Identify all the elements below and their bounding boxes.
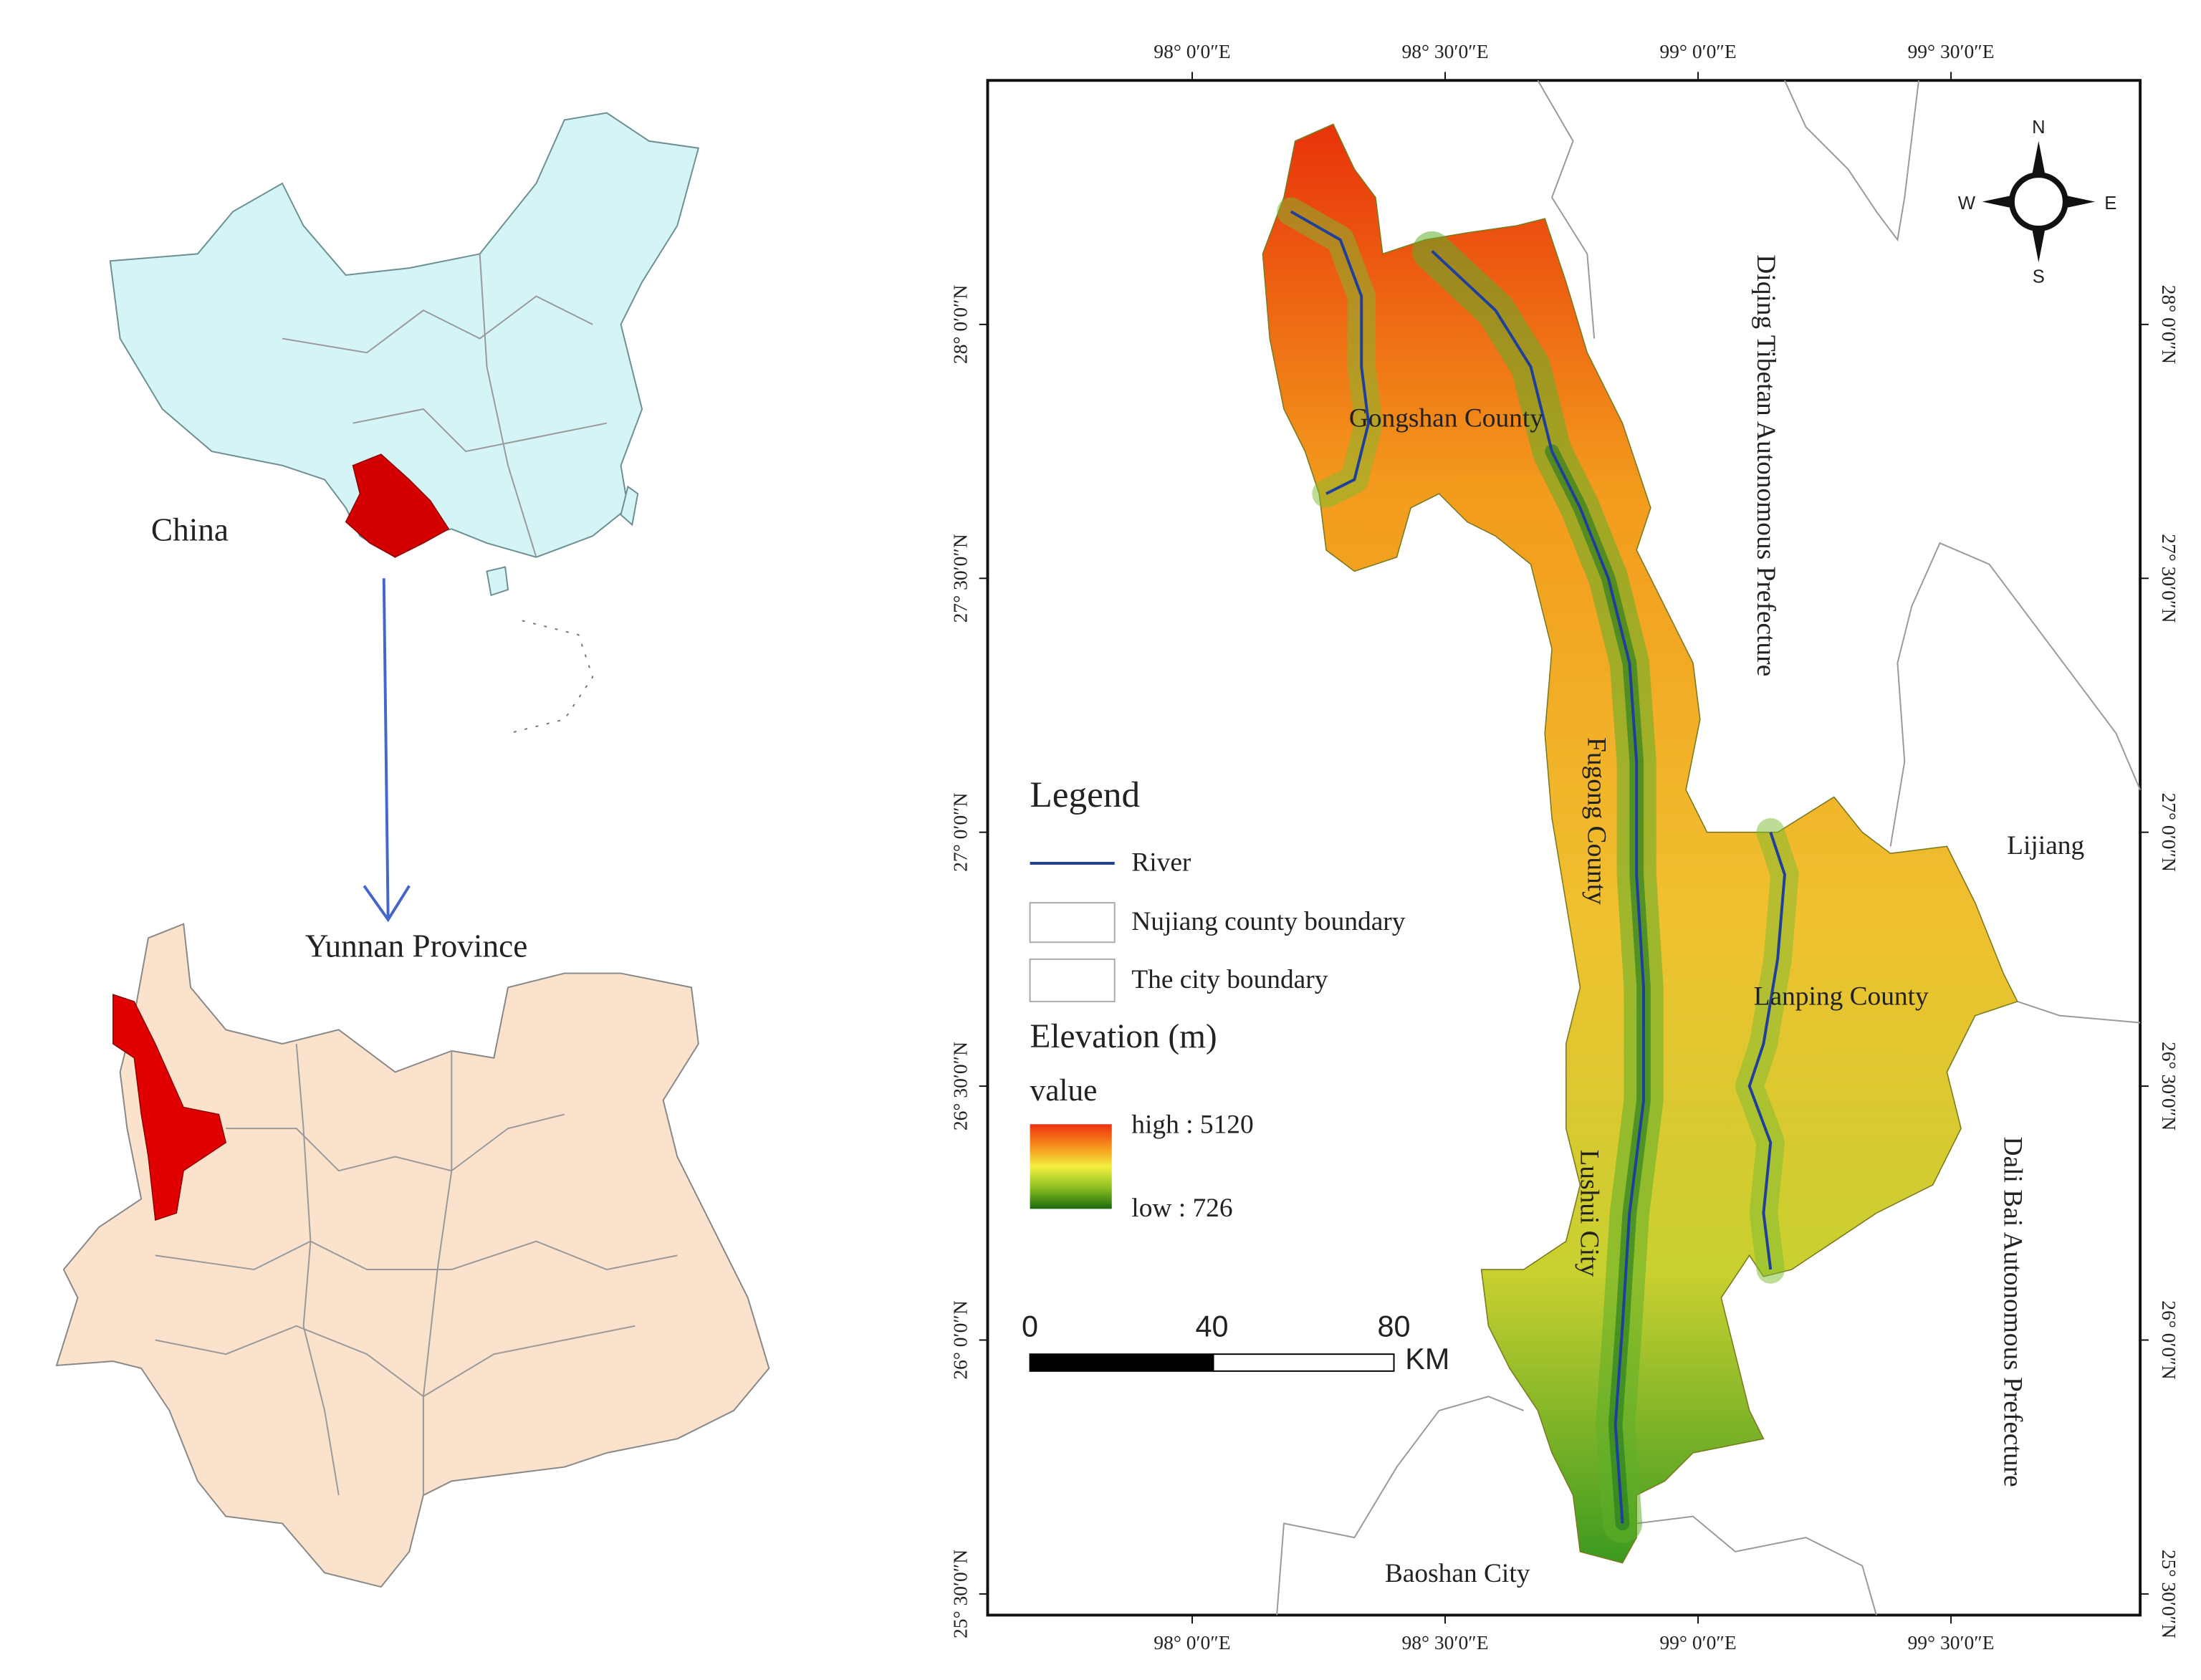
arrow (363, 578, 411, 923)
yunnan-outline (55, 923, 770, 1588)
region-label: Baoshan City (1385, 1559, 1530, 1588)
islands (507, 620, 594, 734)
elevation-low: low : 726 (1131, 1194, 1232, 1223)
graticule-labels: 98° 0′0″E 98° 0′0″E 98° 30′0″E 98° 30′0″E 99… (949, 40, 2180, 1653)
region-labels: Gongshan County Fugong County Lushui Cit… (1349, 254, 2084, 1588)
lon-label-bottom: 99° 30′0″E (1908, 1631, 1995, 1653)
taiwan (620, 485, 639, 527)
prefecture-lines (155, 1325, 636, 1398)
lon-label-top: 98° 0′0″E (1154, 40, 1230, 62)
elevation-title: Elevation (m) (1030, 1018, 1217, 1055)
lat-label-right: 25° 30′0″N (2158, 1550, 2180, 1638)
province-lines (282, 295, 593, 354)
lat-label-left: 27° 0′0″N (949, 792, 971, 871)
scale-tick-label: 40 (1196, 1310, 1229, 1343)
rivers (1290, 210, 1786, 1524)
arrow-head (363, 885, 411, 923)
yunnan-highlight (345, 453, 450, 558)
lat-label-right: 27° 30′0″N (2158, 534, 2180, 623)
lon-label-top: 99° 30′0″E (1908, 40, 1995, 62)
legend-swatch-county (1029, 902, 1116, 944)
river (1290, 210, 1371, 495)
region-label: Lijiang (2007, 831, 2084, 860)
elevation-subtitle: value (1030, 1073, 1098, 1108)
admin-boundary (1276, 1396, 1525, 1616)
nujiang-highlight (112, 994, 227, 1221)
prefecture-lines (155, 1240, 678, 1271)
legend: Legend River Nujiang county boundary The… (1029, 774, 1406, 1223)
admin-boundary (2017, 1001, 2141, 1024)
scale-bar: KM 0 40 80 (1022, 1310, 1449, 1376)
yunnan-label: Yunnan Province (305, 928, 528, 964)
lat-label-left: 25° 30′0″N (949, 1550, 971, 1638)
yunnan-inset: Yunnan Province (55, 923, 770, 1588)
region-label: Diqing Tibetan Autonomous Prefecture (1751, 254, 1780, 676)
lon-label-top: 99° 0′0″E (1659, 40, 1736, 62)
lat-label-left: 27° 30′0″N (949, 534, 971, 623)
arrow-line (382, 578, 390, 920)
admin-boundary (1636, 1515, 1877, 1616)
compass-n: N (2032, 117, 2045, 138)
region-label: Fugong County (1582, 737, 1611, 905)
compass-ring (2008, 172, 2068, 231)
china-outline (109, 112, 700, 558)
scale-tick-label: 0 (1022, 1310, 1038, 1343)
region-label: Dali Bai Autonomous Prefecture (1998, 1137, 2027, 1487)
lat-label-left: 26° 0′0″N (949, 1300, 971, 1379)
lon-label-bottom: 98° 30′0″E (1401, 1631, 1488, 1653)
legend-item: The city boundary (1131, 965, 1328, 994)
lat-label-left: 26° 30′0″N (949, 1042, 971, 1131)
lon-label-bottom: 99° 0′0″E (1659, 1631, 1736, 1653)
region-label: Gongshan County (1349, 403, 1543, 433)
legend-title: Legend (1030, 774, 1141, 815)
admin-boundary (1537, 80, 1596, 339)
province-lines (353, 408, 608, 453)
lat-label-right: 26° 0′0″N (2158, 1300, 2180, 1379)
elevation-high: high : 5120 (1131, 1110, 1253, 1140)
region-label: Lushui City (1575, 1149, 1604, 1277)
scale-segment (1029, 1353, 1214, 1372)
compass: N S W E (1958, 117, 2116, 287)
scale-tick-label: 80 (1378, 1310, 1411, 1343)
legend-item: Nujiang county boundary (1131, 907, 1405, 936)
prefecture-lines (295, 1043, 340, 1496)
elevation-ramp (1030, 1124, 1112, 1209)
prefecture-lines (226, 1113, 565, 1172)
river (1431, 250, 1646, 1524)
compass-e: E (2104, 193, 2116, 213)
legend-swatch-city (1029, 958, 1116, 1002)
compass-s: S (2033, 267, 2045, 287)
main-map: Gongshan County Fugong County Lushui Cit… (949, 40, 2180, 1653)
compass-w: W (1958, 193, 1976, 213)
hainan (486, 566, 509, 597)
scale-unit: KM (1405, 1343, 1449, 1376)
region-label: Lanping County (1754, 982, 1929, 1012)
legend-item: River (1131, 848, 1191, 878)
province-lines (479, 254, 537, 558)
lat-label-right: 27° 0′0″N (2158, 792, 2180, 871)
lon-label-bottom: 98° 0′0″E (1154, 1631, 1230, 1653)
china-label: China (151, 512, 229, 548)
lat-label-right: 26° 30′0″N (2158, 1042, 2180, 1131)
scale-segment (1212, 1353, 1395, 1372)
lat-label-right: 28° 0′0″N (2158, 285, 2180, 364)
china-inset: China (109, 112, 700, 734)
lon-label-top: 98° 30′0″E (1401, 40, 1488, 62)
river (1747, 832, 1786, 1270)
prefecture-lines (422, 1050, 453, 1496)
lat-label-left: 28° 0′0″N (949, 285, 971, 364)
admin-boundary (1889, 542, 2142, 847)
admin-boundary (1784, 80, 1919, 242)
